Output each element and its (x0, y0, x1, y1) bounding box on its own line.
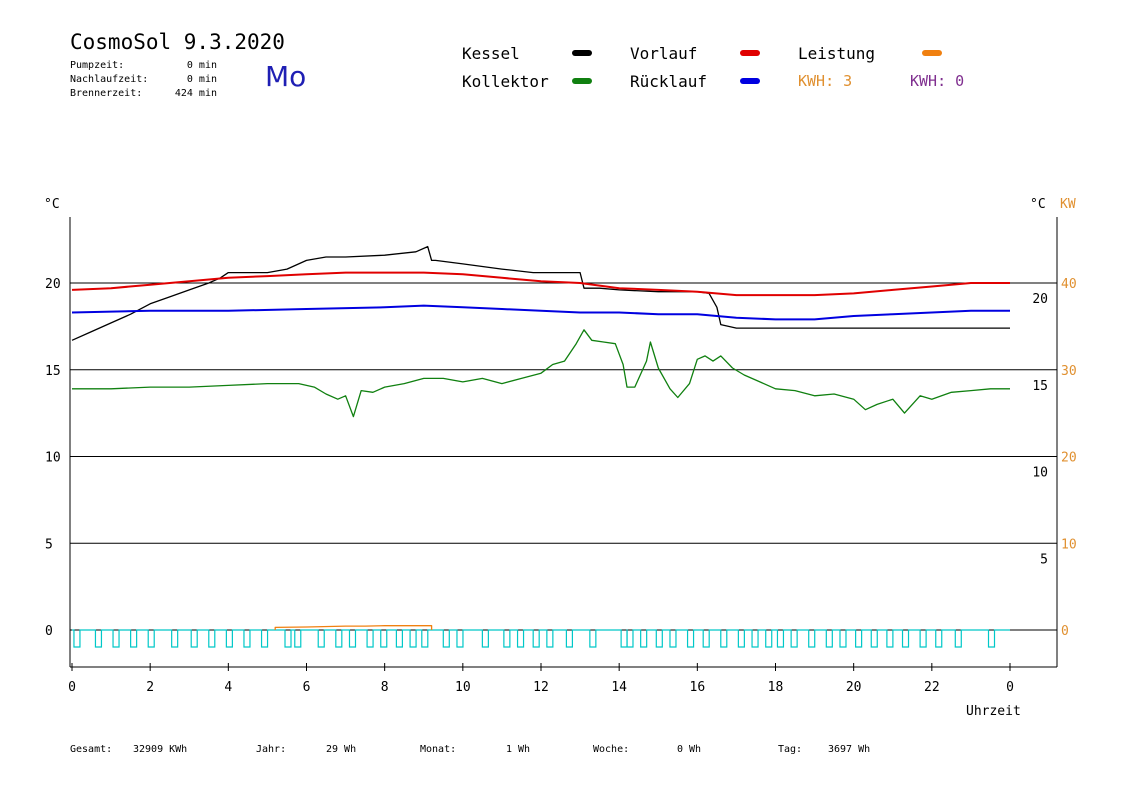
y-tick-kw-40: 40 (1061, 277, 1077, 292)
footer-jahr-value: 29 Wh (326, 744, 357, 755)
legend-leistung-label: Leistung (798, 44, 876, 63)
x-tick-label: 4 (224, 680, 232, 695)
x-tick-label: 6 (303, 680, 311, 695)
legend-vorlauf-label: Vorlauf (630, 44, 698, 63)
y-tick-kw-0: 0 (1061, 624, 1069, 639)
footer-woche-label: Woche: (593, 744, 630, 755)
y-axis-kw-unit: KW (1060, 197, 1076, 212)
y-tick-right-20: 20 (1032, 292, 1048, 307)
x-tick-label: 16 (690, 680, 706, 695)
y-tick-right-10: 10 (1032, 466, 1048, 481)
x-tick-label: 18 (768, 680, 784, 695)
y-tick-kw-20: 20 (1061, 451, 1077, 466)
series-line-vorlauf (71, 271, 1010, 297)
legend-leistung-swatch (922, 50, 942, 56)
y-tick-right-5: 5 (1040, 552, 1048, 567)
legend-kollektor-swatch (572, 78, 592, 84)
legend-kessel-label: Kessel (462, 44, 520, 63)
legend-ruecklauf-swatch (740, 78, 760, 84)
y-axis-left-unit: °C (44, 197, 60, 212)
y-axis-right-unit: °C (1030, 197, 1046, 212)
nachlaufzeit-value: 0 min (186, 74, 217, 85)
x-tick-label: 10 (455, 680, 471, 695)
legend-kessel-swatch (572, 50, 592, 56)
legend-vorlauf-swatch (740, 50, 760, 56)
x-axis-label: Uhrzeit (966, 704, 1021, 719)
y-tick-left-10: 10 (45, 451, 61, 466)
pumpzeit-label: Pumpzeit: (70, 60, 125, 71)
footer-monat-value: 1 Wh (506, 744, 531, 755)
x-tick-label: 20 (846, 680, 862, 695)
weekday-label: Mo (265, 60, 307, 93)
series-line-kollektor (72, 329, 1010, 418)
series-line-kessel (71, 245, 1010, 341)
footer-tag-label: Tag: (778, 744, 803, 755)
x-tick-label: 12 (533, 680, 549, 695)
y-tick-left-20: 20 (45, 277, 61, 292)
y-tick-left-15: 15 (45, 364, 61, 379)
series-line-rücklauf (71, 304, 1010, 321)
pump-pulse-line (72, 629, 1010, 648)
app-title: CosmoSol 9.3.2020 (70, 30, 285, 54)
y-tick-left-0: 0 (45, 624, 53, 639)
legend-ruecklauf-label: Rücklauf (630, 72, 708, 91)
x-tick-label: 14 (611, 680, 627, 695)
x-tick-label: 0 (1006, 680, 1014, 695)
brennerzeit-value: 424 min (174, 88, 217, 99)
x-tick-label: 0 (68, 680, 76, 695)
footer-jahr-label: Jahr: (256, 744, 287, 755)
y-tick-kw-30: 30 (1061, 364, 1077, 379)
footer-tag-value: 3697 Wh (828, 744, 871, 755)
brennerzeit-label: Brennerzeit: (70, 88, 143, 99)
nachlaufzeit-label: Nachlaufzeit: (70, 74, 149, 85)
y-tick-left-5: 5 (45, 537, 53, 552)
series-line-leistung (274, 625, 433, 630)
y-tick-right-15: 15 (1032, 379, 1048, 394)
legend-kollektor-label: Kollektor (462, 72, 549, 91)
kwh-solar-total: KWH: 3 (798, 72, 853, 90)
x-tick-label: 22 (924, 680, 940, 695)
footer-gesamt-value: 32909 KWh (133, 744, 188, 755)
pumpzeit-value: 0 min (186, 60, 217, 71)
footer-gesamt-label: Gesamt: (70, 744, 113, 755)
y-tick-kw-10: 10 (1061, 537, 1077, 552)
x-tick-label: 8 (381, 680, 389, 695)
footer-monat-label: Monat: (420, 744, 457, 755)
x-tick-label: 2 (146, 680, 154, 695)
footer-woche-value: 0 Wh (677, 744, 702, 755)
kwh-secondary-total: KWH: 0 (910, 72, 965, 90)
